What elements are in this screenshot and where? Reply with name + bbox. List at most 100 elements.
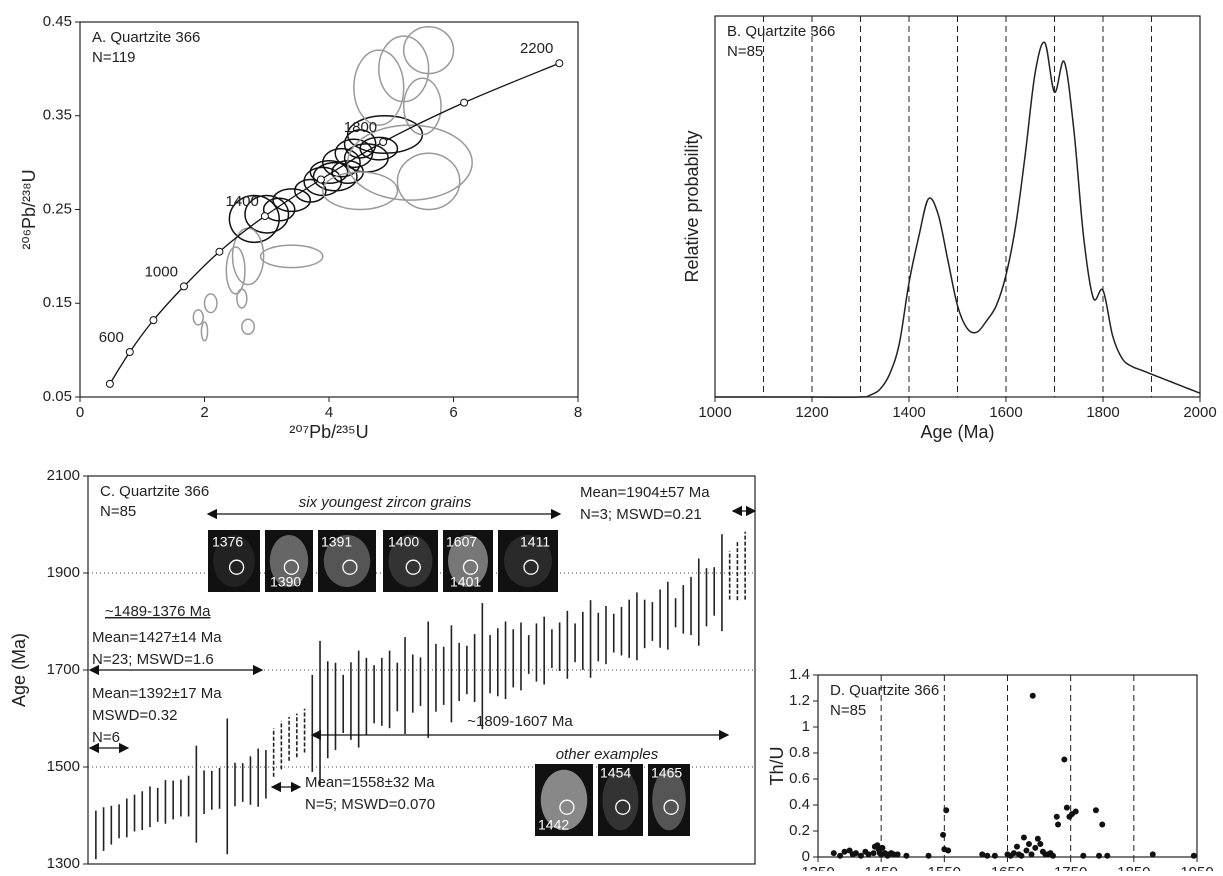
grain-age-label: 1465 bbox=[651, 765, 682, 781]
age-label: 1000 bbox=[145, 263, 178, 280]
y-tick-label: 0.4 bbox=[789, 796, 810, 813]
annotation: six youngest zircon grains bbox=[299, 494, 472, 511]
error-ellipse bbox=[396, 152, 461, 211]
point bbox=[1061, 756, 1068, 763]
point bbox=[1190, 852, 1197, 859]
error-ellipse bbox=[241, 318, 256, 335]
point bbox=[870, 850, 877, 857]
panel-n: N=85 bbox=[830, 702, 866, 719]
point bbox=[925, 852, 932, 859]
x-tick-label: 1400 bbox=[892, 404, 925, 421]
spot bbox=[559, 799, 575, 815]
error-ellipse bbox=[303, 166, 343, 197]
point bbox=[1028, 851, 1035, 858]
error-ellipse bbox=[244, 194, 290, 234]
spot bbox=[283, 559, 300, 575]
error-ellipse bbox=[346, 124, 473, 201]
age-marker bbox=[555, 59, 564, 68]
grain-age-label: 1454 bbox=[600, 765, 631, 781]
point bbox=[1029, 692, 1036, 699]
grain-age-label: 1391 bbox=[321, 534, 352, 550]
y-tick-label: 1900 bbox=[47, 564, 80, 581]
point bbox=[1013, 843, 1020, 850]
point bbox=[1025, 841, 1032, 847]
annotation: Mean=1392±17 Ma bbox=[92, 685, 222, 702]
x-tick-label: 1950 bbox=[1180, 864, 1213, 871]
age-marker bbox=[379, 138, 388, 146]
y-tick-label: 0.45 bbox=[43, 13, 72, 30]
grain-age-label: 1390 bbox=[270, 574, 301, 590]
concordia-curve bbox=[109, 62, 560, 385]
x-tick-label: 1550 bbox=[928, 864, 961, 871]
point bbox=[991, 852, 998, 859]
age-marker bbox=[215, 247, 224, 256]
grain-age-label: 1607 bbox=[446, 534, 477, 550]
age-marker bbox=[260, 212, 269, 221]
y-tick-label: 0.8 bbox=[789, 744, 810, 761]
y-axis-label: ²⁰⁶Pb/²³⁸U bbox=[19, 169, 39, 249]
annotation: Mean=1558±32 Ma bbox=[305, 774, 435, 791]
zircon-grain bbox=[540, 769, 588, 831]
point bbox=[830, 850, 837, 857]
age-marker bbox=[179, 282, 188, 291]
point bbox=[837, 852, 844, 859]
x-tick-label: 1650 bbox=[991, 864, 1024, 871]
y-tick-label: 1.4 bbox=[789, 666, 810, 683]
point bbox=[894, 851, 901, 858]
age-marker bbox=[125, 348, 134, 356]
y-tick-label: 2100 bbox=[47, 467, 80, 484]
error-ellipse bbox=[312, 161, 358, 192]
point bbox=[1099, 821, 1106, 828]
annotation: N=5; MSWD=0.070 bbox=[305, 796, 435, 813]
point bbox=[1063, 804, 1070, 811]
error-ellipse bbox=[402, 25, 455, 75]
annotation: MSWD=0.32 bbox=[92, 707, 177, 724]
x-tick-label: 1600 bbox=[989, 404, 1022, 421]
point bbox=[1104, 852, 1111, 859]
point bbox=[1092, 807, 1099, 814]
error-ellipse bbox=[294, 178, 327, 203]
age-label: 1800 bbox=[344, 119, 377, 136]
panel-n: N=85 bbox=[727, 43, 763, 60]
y-tick-label: 0.35 bbox=[43, 107, 72, 124]
y-tick-label: 0.15 bbox=[43, 294, 72, 311]
spot bbox=[663, 799, 679, 815]
x-tick-label: 1450 bbox=[864, 864, 897, 871]
panel-title: A. Quartzite 366 bbox=[92, 29, 200, 46]
panel-n: N=85 bbox=[100, 503, 136, 520]
y-tick-label: 0.05 bbox=[43, 388, 72, 405]
x-tick-label: 6 bbox=[449, 404, 457, 421]
error-ellipse bbox=[228, 194, 280, 244]
point bbox=[1053, 813, 1060, 820]
grain-age-label: 1400 bbox=[388, 534, 419, 550]
y-tick-label: 0.25 bbox=[43, 200, 72, 217]
error-ellipse bbox=[343, 129, 377, 159]
y-tick-label: 1500 bbox=[47, 758, 80, 775]
point bbox=[1096, 852, 1103, 859]
age-label: 2200 bbox=[520, 40, 553, 57]
point bbox=[945, 847, 952, 854]
point bbox=[865, 851, 872, 858]
point bbox=[852, 850, 859, 857]
error-ellipse bbox=[343, 143, 389, 173]
x-tick-label: 1800 bbox=[1086, 404, 1119, 421]
x-tick-label: 2 bbox=[200, 404, 208, 421]
age-marker bbox=[105, 379, 114, 388]
x-tick-label: 1850 bbox=[1117, 864, 1150, 871]
age-marker bbox=[316, 175, 325, 184]
age-label: 600 bbox=[99, 329, 124, 346]
panel-title: B. Quartzite 366 bbox=[727, 23, 835, 40]
point bbox=[841, 848, 848, 855]
x-tick-label: 4 bbox=[325, 404, 333, 421]
y-axis-label: Th/U bbox=[767, 746, 787, 785]
point bbox=[984, 852, 991, 859]
spot bbox=[405, 559, 421, 575]
spot bbox=[462, 559, 479, 575]
annotation: N=3; MSWD=0.21 bbox=[580, 506, 702, 523]
error-ellipse bbox=[200, 321, 209, 342]
y-tick-label: 1.2 bbox=[789, 692, 810, 709]
annotation: Mean=1427±14 Ma bbox=[92, 629, 222, 646]
point bbox=[857, 852, 864, 859]
grain-age-label: 1411 bbox=[520, 534, 550, 550]
